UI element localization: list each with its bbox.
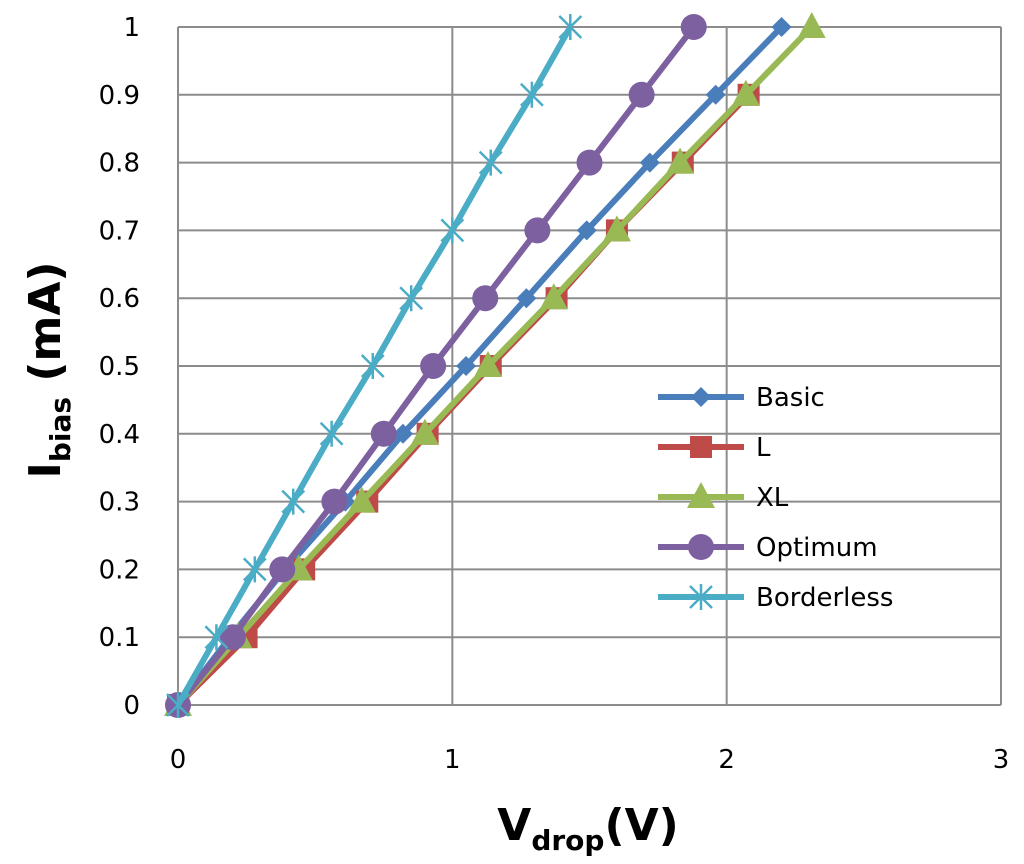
y-tick-label: 0.2 — [99, 555, 140, 585]
legend-item: Borderless — [658, 583, 893, 613]
legend-item: Optimum — [658, 533, 878, 563]
x-tick-label: 2 — [718, 745, 735, 775]
data-point — [440, 217, 465, 244]
data-point — [399, 285, 424, 312]
legend-label: L — [756, 433, 771, 463]
data-point — [771, 17, 792, 37]
legend-marker — [691, 387, 711, 407]
series-borderless — [166, 14, 583, 718]
legend-marker — [690, 436, 712, 458]
data-point — [281, 488, 306, 515]
data-point — [628, 81, 655, 108]
data-point — [524, 217, 551, 244]
data-point — [516, 288, 537, 309]
y-tick-labels: 0 0.1 0.2 0.3 0.4 0.5 0.6 0.7 0.8 0.9 1 — [99, 13, 140, 721]
y-tick-label: 0.5 — [99, 352, 140, 382]
x-axis-label-main: V — [497, 800, 531, 851]
y-tick-label: 0.1 — [99, 623, 140, 653]
y-tick-label: 1 — [123, 13, 140, 43]
data-point — [319, 420, 344, 447]
legend-label: Optimum — [756, 533, 878, 563]
x-tick-label: 1 — [444, 745, 461, 775]
series-layer — [164, 12, 826, 718]
x-axis-label-sub: drop — [531, 824, 604, 857]
y-tick-label: 0.3 — [99, 488, 140, 518]
data-point — [269, 556, 296, 583]
legend-item: XL — [658, 482, 789, 513]
data-point — [242, 556, 267, 583]
legend-label: XL — [756, 483, 789, 513]
x-axis-label-rest: (V) — [604, 800, 678, 851]
data-point — [456, 356, 477, 376]
data-point — [797, 12, 826, 38]
y-axis-label-sub: bias — [44, 397, 77, 462]
data-point — [204, 624, 229, 651]
data-point — [360, 353, 385, 379]
y-axis-label: Ibias (mA) — [20, 261, 77, 478]
data-point — [321, 488, 348, 515]
y-tick-label: 0 — [123, 691, 140, 721]
x-tick-label: 0 — [170, 745, 187, 775]
legend-item: L — [658, 433, 771, 463]
data-point — [639, 152, 660, 173]
x-tick-label: 3 — [993, 745, 1010, 775]
data-point — [558, 14, 583, 40]
y-tick-label: 0.6 — [99, 284, 140, 314]
legend-marker — [687, 482, 715, 508]
data-point — [347, 486, 376, 513]
data-point — [166, 692, 190, 718]
data-point — [472, 285, 499, 312]
y-tick-label: 0.9 — [99, 81, 140, 111]
data-point — [705, 84, 726, 105]
data-point — [576, 149, 603, 176]
data-point — [219, 624, 246, 651]
legend: Basic L XL Optimum Borderless — [658, 383, 893, 613]
data-point — [666, 147, 695, 174]
grid — [177, 26, 1002, 706]
series-optimum — [165, 14, 707, 718]
y-tick-label: 0.8 — [99, 149, 140, 179]
data-point — [392, 423, 413, 444]
data-point — [370, 420, 397, 447]
data-point — [602, 215, 631, 242]
data-point — [520, 81, 544, 108]
legend-label: Basic — [756, 383, 825, 413]
data-point — [473, 351, 502, 377]
legend-marker — [689, 584, 713, 610]
data-point — [539, 283, 568, 310]
data-point — [680, 14, 707, 40]
data-point — [410, 418, 439, 445]
y-axis-label-main: I — [20, 462, 71, 478]
data-point — [576, 220, 597, 241]
y-axis-label-rest: (mA) — [20, 261, 71, 396]
data-point — [420, 353, 447, 379]
x-tick-labels: 0 1 2 3 — [170, 745, 1010, 775]
legend-marker — [688, 534, 714, 560]
legend-label: Borderless — [756, 583, 893, 613]
legend-item: Basic — [658, 383, 825, 413]
series-xl — [164, 12, 826, 716]
y-tick-label: 0.7 — [99, 216, 140, 246]
data-point — [478, 149, 503, 176]
data-point — [731, 79, 760, 106]
y-tick-label: 0.4 — [99, 420, 140, 450]
x-axis-label: Vdrop(V) — [497, 800, 678, 857]
